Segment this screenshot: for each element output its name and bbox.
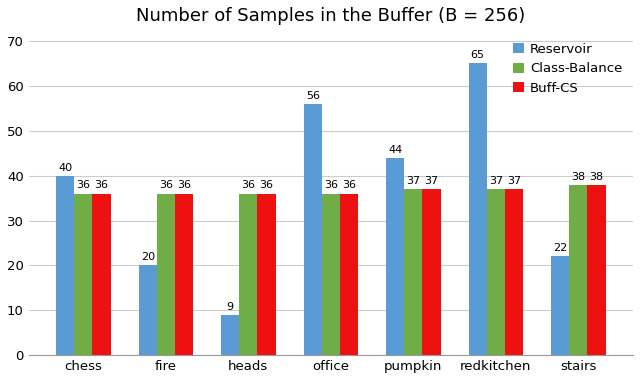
Bar	[56, 176, 74, 355]
Bar	[340, 194, 358, 355]
Text: 22: 22	[553, 243, 567, 253]
Bar	[139, 266, 157, 355]
Text: 36: 36	[95, 180, 109, 190]
Bar	[92, 194, 111, 355]
Bar	[551, 256, 570, 355]
Text: 36: 36	[177, 180, 191, 190]
Bar	[468, 63, 487, 355]
Text: 20: 20	[141, 252, 155, 262]
Text: 38: 38	[589, 171, 604, 182]
Legend: Reservoir, Class-Balance, Buff-CS: Reservoir, Class-Balance, Buff-CS	[509, 39, 627, 99]
Text: 56: 56	[306, 91, 320, 101]
Bar	[588, 185, 605, 355]
Bar	[303, 104, 322, 355]
Bar	[221, 315, 239, 355]
Bar	[505, 189, 523, 355]
Bar	[175, 194, 193, 355]
Bar	[487, 189, 505, 355]
Text: 40: 40	[58, 163, 72, 173]
Bar	[386, 158, 404, 355]
Bar	[157, 194, 175, 355]
Bar	[570, 185, 588, 355]
Text: 38: 38	[572, 171, 586, 182]
Text: 65: 65	[470, 50, 484, 60]
Text: 37: 37	[489, 176, 503, 186]
Bar	[239, 194, 257, 355]
Text: 37: 37	[406, 176, 420, 186]
Text: 36: 36	[241, 180, 255, 190]
Bar	[257, 194, 276, 355]
Text: 36: 36	[324, 180, 338, 190]
Title: Number of Samples in the Buffer (B = 256): Number of Samples in the Buffer (B = 256…	[136, 7, 525, 25]
Text: 36: 36	[159, 180, 173, 190]
Bar	[404, 189, 422, 355]
Text: 9: 9	[227, 302, 234, 312]
Bar	[74, 194, 92, 355]
Text: 36: 36	[342, 180, 356, 190]
Bar	[322, 194, 340, 355]
Text: 37: 37	[424, 176, 438, 186]
Text: 36: 36	[76, 180, 90, 190]
Text: 36: 36	[260, 180, 273, 190]
Bar	[422, 189, 440, 355]
Text: 37: 37	[507, 176, 521, 186]
Text: 44: 44	[388, 144, 403, 155]
